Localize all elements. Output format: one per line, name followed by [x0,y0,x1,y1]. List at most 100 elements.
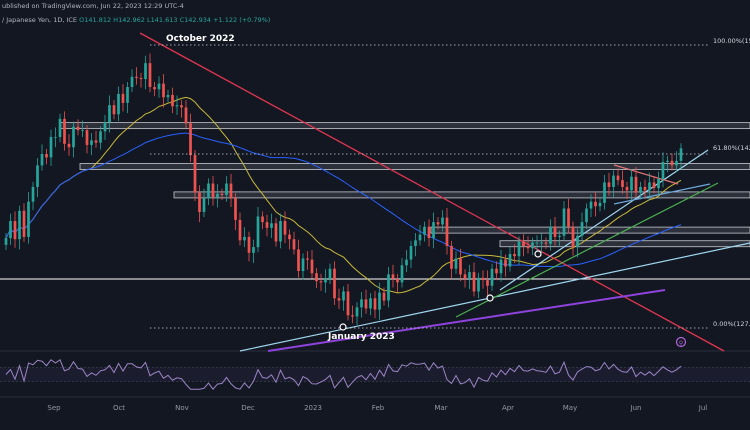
candle-body [450,246,453,269]
candle [333,261,336,306]
candle-body [274,223,278,242]
candle [585,203,588,229]
candle [288,229,291,250]
candle [319,273,323,291]
candle-body [36,165,39,187]
candle-body [580,222,584,236]
candle [463,269,467,288]
candle [112,100,116,120]
candle-body [193,155,197,193]
candle-body [643,186,647,191]
candle-body [499,259,503,274]
candle-body [324,278,327,283]
candle [373,290,377,319]
candle [400,257,404,288]
candle [306,251,309,270]
candle [504,254,507,277]
candle-body [441,217,444,225]
candle-body [130,76,134,88]
candle [324,269,327,293]
x-tick-label: Oct [113,404,125,412]
candle-body [67,143,71,148]
x-tick-label: 2023 [304,404,322,412]
candle [225,176,228,202]
candle-body [445,217,449,247]
candle [652,177,656,194]
candle-body [468,272,471,279]
candle [517,236,521,265]
candle [594,192,597,217]
candle-body [243,236,246,241]
event-marker-icon[interactable] [675,336,687,348]
candle [639,181,642,200]
candle [238,212,242,246]
candle-body [148,63,152,88]
symbol-title: / Japanese Yen, 1D, ICE [2,16,77,24]
candle-body [387,274,390,301]
candle [108,95,111,133]
candle-body [207,183,210,199]
candle-body [315,273,318,282]
candle-body [58,118,62,137]
candle [166,89,170,103]
candle [558,230,561,248]
candle-body [261,216,264,223]
candle [531,237,534,256]
candle-body [247,236,251,253]
candle [436,217,440,230]
candle-body [414,240,417,247]
candle [76,119,80,136]
candle-body [4,238,8,245]
candle [589,194,593,218]
candle [157,76,161,98]
moving-average-200 [5,132,682,268]
long-term-downtrend-line [139,32,725,352]
candle-body [31,186,35,202]
candle-body [184,107,188,124]
candle-body [481,277,485,281]
candle [432,212,435,249]
candle [418,224,422,246]
ohlc-value: O141.812 [79,16,111,24]
candle-body [211,183,215,198]
candle [193,150,197,202]
candle [184,100,188,129]
candle-body [504,259,507,267]
candle-body [328,268,332,279]
candle [265,214,269,237]
candle [211,176,215,206]
candle [180,100,183,118]
candle [198,185,201,223]
candle-body [252,247,255,253]
candle [625,181,629,199]
candle [175,95,179,115]
candle [9,213,12,245]
candle [499,249,503,282]
candle-body [121,93,125,103]
candle-body [634,176,638,193]
ohlc-value: +1.122 (+0.79%) [211,16,270,24]
march-support-trendline [455,182,719,318]
candle [598,197,602,212]
candle-body [171,94,174,107]
candle-body [337,298,341,301]
candle-body [189,123,192,156]
candle-body [63,118,66,144]
candle-body [166,94,170,98]
fibonacci-levels [150,44,710,329]
resistance-zones [0,122,750,280]
candle-body [679,148,683,161]
candle-body [283,221,287,235]
purple-trendline [267,289,666,352]
candle [369,293,372,316]
candle [571,221,575,256]
candle [351,305,354,324]
candle [346,284,350,321]
candle-body [522,241,525,247]
candle [283,211,287,244]
candle [202,188,206,218]
candle-body [90,140,93,145]
candle [562,201,566,241]
x-tick-label: Apr [502,404,514,412]
candle-body [549,226,552,244]
